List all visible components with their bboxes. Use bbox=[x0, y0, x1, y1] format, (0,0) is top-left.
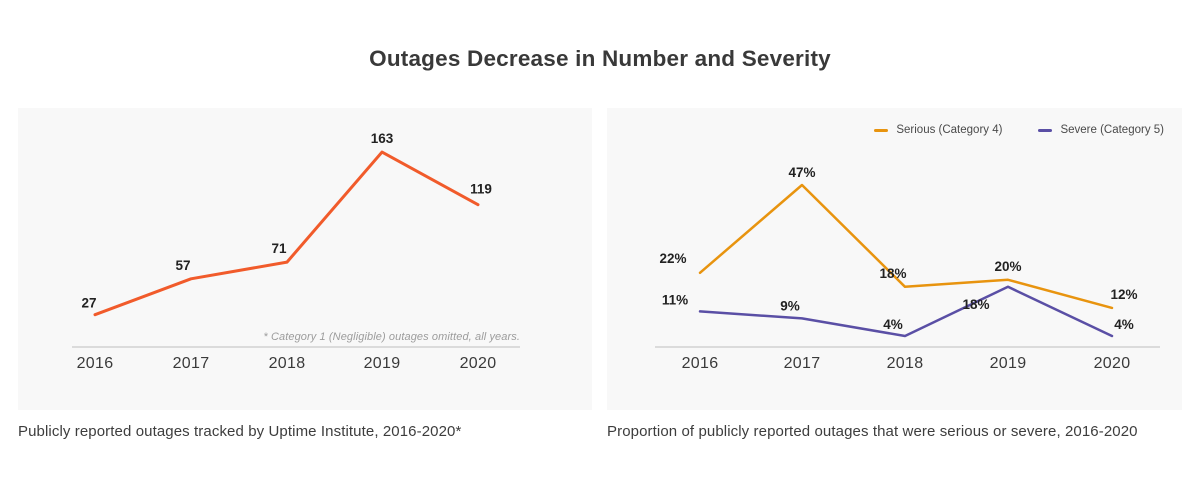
data-point-label: 4% bbox=[883, 317, 903, 332]
serious-line-swatch-icon bbox=[874, 128, 889, 132]
data-point-label: 18% bbox=[962, 297, 989, 312]
data-point-label: 22% bbox=[659, 251, 686, 266]
data-point-label: 47% bbox=[788, 165, 815, 180]
x-tick-label: 2019 bbox=[990, 355, 1027, 372]
left-chart-caption: Publicly reported outages tracked by Upt… bbox=[18, 423, 462, 440]
legend-label-serious: Serious (Category 4) bbox=[896, 124, 1003, 136]
x-tick-label: 2018 bbox=[269, 355, 306, 372]
data-point-label: 163 bbox=[371, 131, 394, 146]
x-tick-label: 2019 bbox=[364, 355, 401, 372]
severity-share-chart-panel: 2016 2017 2018 2019 2020 22% 47% 18% 20% 12% 11% 9%… bbox=[607, 108, 1182, 410]
data-point-label: 20% bbox=[994, 259, 1021, 274]
right-chart-caption: Proportion of publicly reported outages … bbox=[607, 423, 1138, 440]
data-point-label: 9% bbox=[780, 298, 800, 313]
data-point-label: 18% bbox=[879, 266, 906, 281]
outages-count-chart-panel: 2016 2017 2018 2019 2020 27 57 71 163 119 * Categ… bbox=[18, 108, 592, 410]
line-series-severe bbox=[698, 285, 1114, 338]
data-point-label: 57 bbox=[175, 258, 190, 273]
x-tick-label: 2018 bbox=[887, 355, 924, 372]
data-point-label: 71 bbox=[271, 241, 287, 256]
x-tick-label: 2017 bbox=[173, 355, 210, 372]
outages-count-chart: 2016 2017 2018 2019 2020 27 57 71 163 119 bbox=[72, 131, 520, 372]
legend-label-severe: Severe (Category 5) bbox=[1060, 124, 1164, 136]
x-tick-label: 2016 bbox=[682, 355, 719, 372]
x-tick-label: 2020 bbox=[460, 355, 497, 372]
data-point-label: 27 bbox=[81, 296, 96, 311]
x-tick-label: 2017 bbox=[784, 355, 821, 372]
chart-footnote: * Category 1 (Negligible) outages omitte… bbox=[263, 331, 520, 343]
data-point-label: 11% bbox=[662, 292, 688, 307]
legend-item-serious: Serious (Category 4) bbox=[874, 124, 1002, 136]
line-series-outages bbox=[93, 150, 480, 317]
legend-item-severe: Severe (Category 5) bbox=[1038, 124, 1164, 136]
data-point-label: 12% bbox=[1110, 287, 1137, 302]
page-title: Outages Decrease in Number and Severity bbox=[369, 46, 831, 71]
severity-share-chart: 2016 2017 2018 2019 2020 22% 47% 18% 20% 12% 11% 9%… bbox=[655, 165, 1160, 372]
severe-line-swatch-icon bbox=[1038, 128, 1053, 132]
data-point-label: 4% bbox=[1114, 317, 1134, 332]
data-point-label: 119 bbox=[470, 182, 492, 197]
x-tick-label: 2020 bbox=[1094, 355, 1131, 372]
line-series-serious bbox=[698, 183, 1114, 310]
x-tick-label: 2016 bbox=[77, 355, 114, 372]
legend: Serious (Category 4) Severe (Category 5) bbox=[874, 124, 1164, 136]
